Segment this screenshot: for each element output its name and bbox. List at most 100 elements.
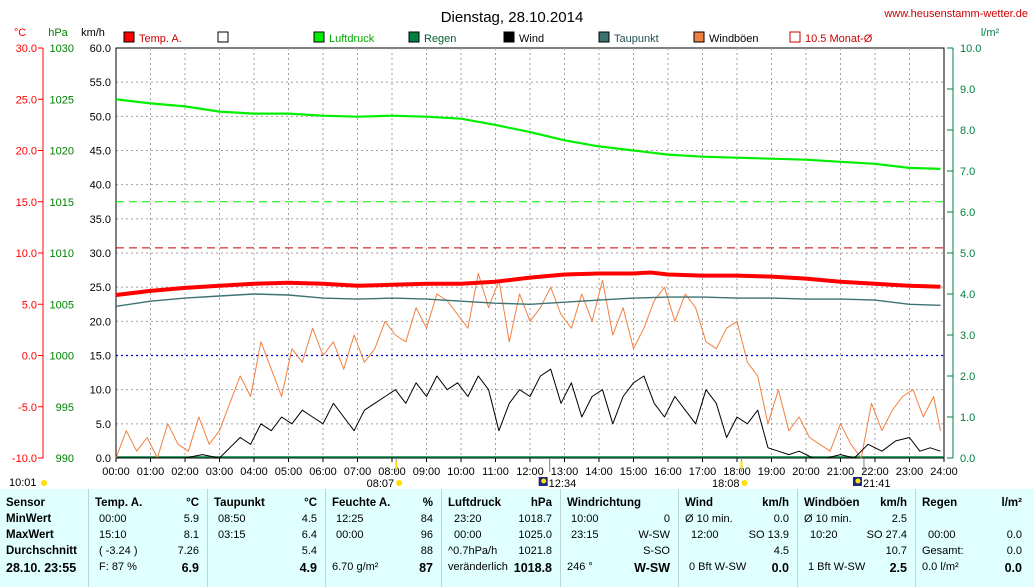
- rain-tick-label: 10.0: [960, 43, 981, 55]
- x-tick-label: 16:00: [654, 466, 682, 478]
- unit-kmh: km/h: [81, 27, 105, 39]
- time-marker-label: 12:34: [549, 478, 577, 489]
- x-tick-label: 04:00: [240, 466, 268, 478]
- hpa-tick-label: 1030: [50, 43, 74, 55]
- rain-head: Regen: [922, 497, 958, 509]
- legend-swatch: [503, 31, 515, 43]
- legend-label: Luftdruck: [329, 33, 375, 45]
- time-marker-label: 08:07: [367, 478, 395, 489]
- axes: 00:00 01:00 02:00 03:00 04:00 05:00 06:00 07:00…: [12, 43, 982, 478]
- press-avg: 1021.8: [518, 545, 552, 557]
- row-label-sensor: Sensor: [6, 497, 45, 509]
- dir-max: W-SW: [638, 529, 670, 541]
- gust-unit: km/h: [880, 497, 907, 509]
- pressure-series: [115, 98, 941, 170]
- wind-head: Wind: [685, 497, 713, 509]
- x-tick-label: 17:00: [689, 466, 717, 478]
- rain-tick-label: 7.0: [960, 166, 975, 178]
- hum-max-time: 00:00: [336, 529, 364, 541]
- gust-min: 2.5: [891, 513, 907, 525]
- celsius-tick-label: 0.0: [22, 351, 37, 363]
- wind-column: Wind km/h Ø 10 min. 0.0 12:00 SO 13.9 4.…: [679, 489, 797, 587]
- legend-swatch: [217, 31, 229, 43]
- hpa-tick-label: 990: [56, 453, 74, 465]
- dew-max-time: 03:15: [218, 529, 246, 541]
- hum-max: 96: [420, 529, 433, 541]
- press-max-time: 00:00: [454, 529, 482, 541]
- rain-tick-label: 5.0: [960, 248, 975, 260]
- sensor-column: Sensor MinWert MaxWert Durchschnitt 28.1…: [0, 489, 88, 587]
- press-max: 1025.0: [518, 529, 552, 541]
- dew-avg: 5.4: [301, 545, 317, 557]
- dew-min: 4.5: [301, 513, 317, 525]
- kmh-tick-label: 60.0: [90, 43, 111, 55]
- legend-swatch: [123, 31, 135, 43]
- temp-avg-note: ( -3.24 ): [99, 545, 138, 557]
- kmh-tick-label: 10.0: [90, 385, 111, 397]
- press-cur-note: veränderlich: [448, 561, 508, 573]
- celsius-tick-label: 15.0: [16, 197, 37, 209]
- legend-swatch: [789, 31, 801, 43]
- celsius-tick-label: 10.0: [16, 248, 37, 260]
- legend: Temp. A. Luftdruck Regen Wind Taupunkt Windbö…: [123, 31, 873, 45]
- dir-min: 0: [663, 513, 670, 525]
- temp-max: 8.1: [183, 529, 199, 541]
- x-tick-label: 20:00: [792, 466, 820, 478]
- gust-avg: 10.7: [885, 545, 907, 557]
- rain-unit: l/m²: [1001, 497, 1022, 509]
- x-tick-label: 03:00: [206, 466, 234, 478]
- press-current: 1018.8: [513, 561, 552, 575]
- hum-current: 87: [419, 561, 433, 575]
- x-tick-label: 10:00: [447, 466, 475, 478]
- row-label-current: 28.10. 23:55: [6, 561, 77, 575]
- rain-avg-note: Gesamt:: [922, 545, 964, 557]
- temp-min: 5.9: [183, 513, 199, 525]
- time-marker-label: 10:01: [9, 477, 37, 489]
- row-label-min: MinWert: [6, 513, 52, 525]
- hpa-tick-label: 1015: [50, 197, 74, 209]
- gust-cur-note: 1 Bft W-SW: [808, 561, 866, 573]
- rain-tick-label: 4.0: [960, 289, 975, 301]
- legend-label: Taupunkt: [614, 33, 659, 45]
- dew-head: Taupunkt: [214, 497, 265, 509]
- celsius-tick-label: 25.0: [16, 94, 37, 106]
- hpa-tick-label: 1025: [50, 94, 74, 106]
- legend-swatch: [693, 31, 705, 43]
- dew-column: Taupunkt °C 08:50 4.5 03:15 6.4 5.4 4.9: [208, 489, 325, 587]
- row-label-avg: Durchschnitt: [6, 545, 77, 557]
- wind-current: 0.0: [771, 561, 789, 575]
- x-tick-label: 24:00: [930, 466, 958, 478]
- rain-column: Regen l/m² 00:00 0.0 Gesamt: 0.0 0.0 l/m…: [916, 489, 1034, 587]
- dew-max: 6.4: [301, 529, 317, 541]
- kmh-tick-label: 30.0: [90, 248, 111, 260]
- temp-cur-note: F: 87 %: [99, 561, 137, 573]
- press-min: 1018.7: [518, 513, 552, 525]
- temperature-series: [115, 270, 941, 297]
- rain-tick-label: 6.0: [960, 207, 975, 219]
- x-tick-label: 15:00: [620, 466, 648, 478]
- stats-table: Sensor MinWert MaxWert Durchschnitt 28.1…: [0, 489, 1034, 587]
- legend-swatch: [408, 31, 420, 43]
- dew-min-time: 08:50: [218, 513, 246, 525]
- hum-cur-note: 6.70 g/m²: [332, 561, 379, 573]
- pressure-column: Luftdruck hPa 23:20 1018.7 00:00 1025.0 …: [442, 489, 560, 587]
- wind-min-time: Ø 10 min.: [685, 513, 733, 525]
- kmh-tick-label: 5.0: [96, 419, 111, 431]
- humidity-column: Feuchte A. % 12:25 84 00:00 96 88 6.70 g…: [326, 489, 441, 587]
- rain-tick-label: 1.0: [960, 412, 975, 424]
- direction-column: Windrichtung 10:00 0 23:15 W-SW S-SO 246…: [561, 489, 678, 587]
- rain-max: 0.0: [1006, 529, 1022, 541]
- press-head: Luftdruck: [448, 497, 502, 509]
- dir-head: Windrichtung: [567, 497, 641, 509]
- dir-min-time: 10:00: [571, 513, 599, 525]
- x-tick-label: 02:00: [171, 466, 199, 478]
- press-avg-note: ^0.7hPa/h: [448, 545, 498, 557]
- series: [115, 98, 944, 459]
- x-tick-label: 11:00: [482, 466, 509, 478]
- hum-avg: 88: [420, 545, 433, 557]
- hpa-tick-label: 1010: [50, 248, 74, 260]
- temp-current: 6.9: [181, 561, 199, 575]
- unit-celsius: °C: [14, 27, 26, 39]
- rain-current: 0.0: [1004, 561, 1022, 575]
- moon-icon-glyph: [541, 478, 547, 484]
